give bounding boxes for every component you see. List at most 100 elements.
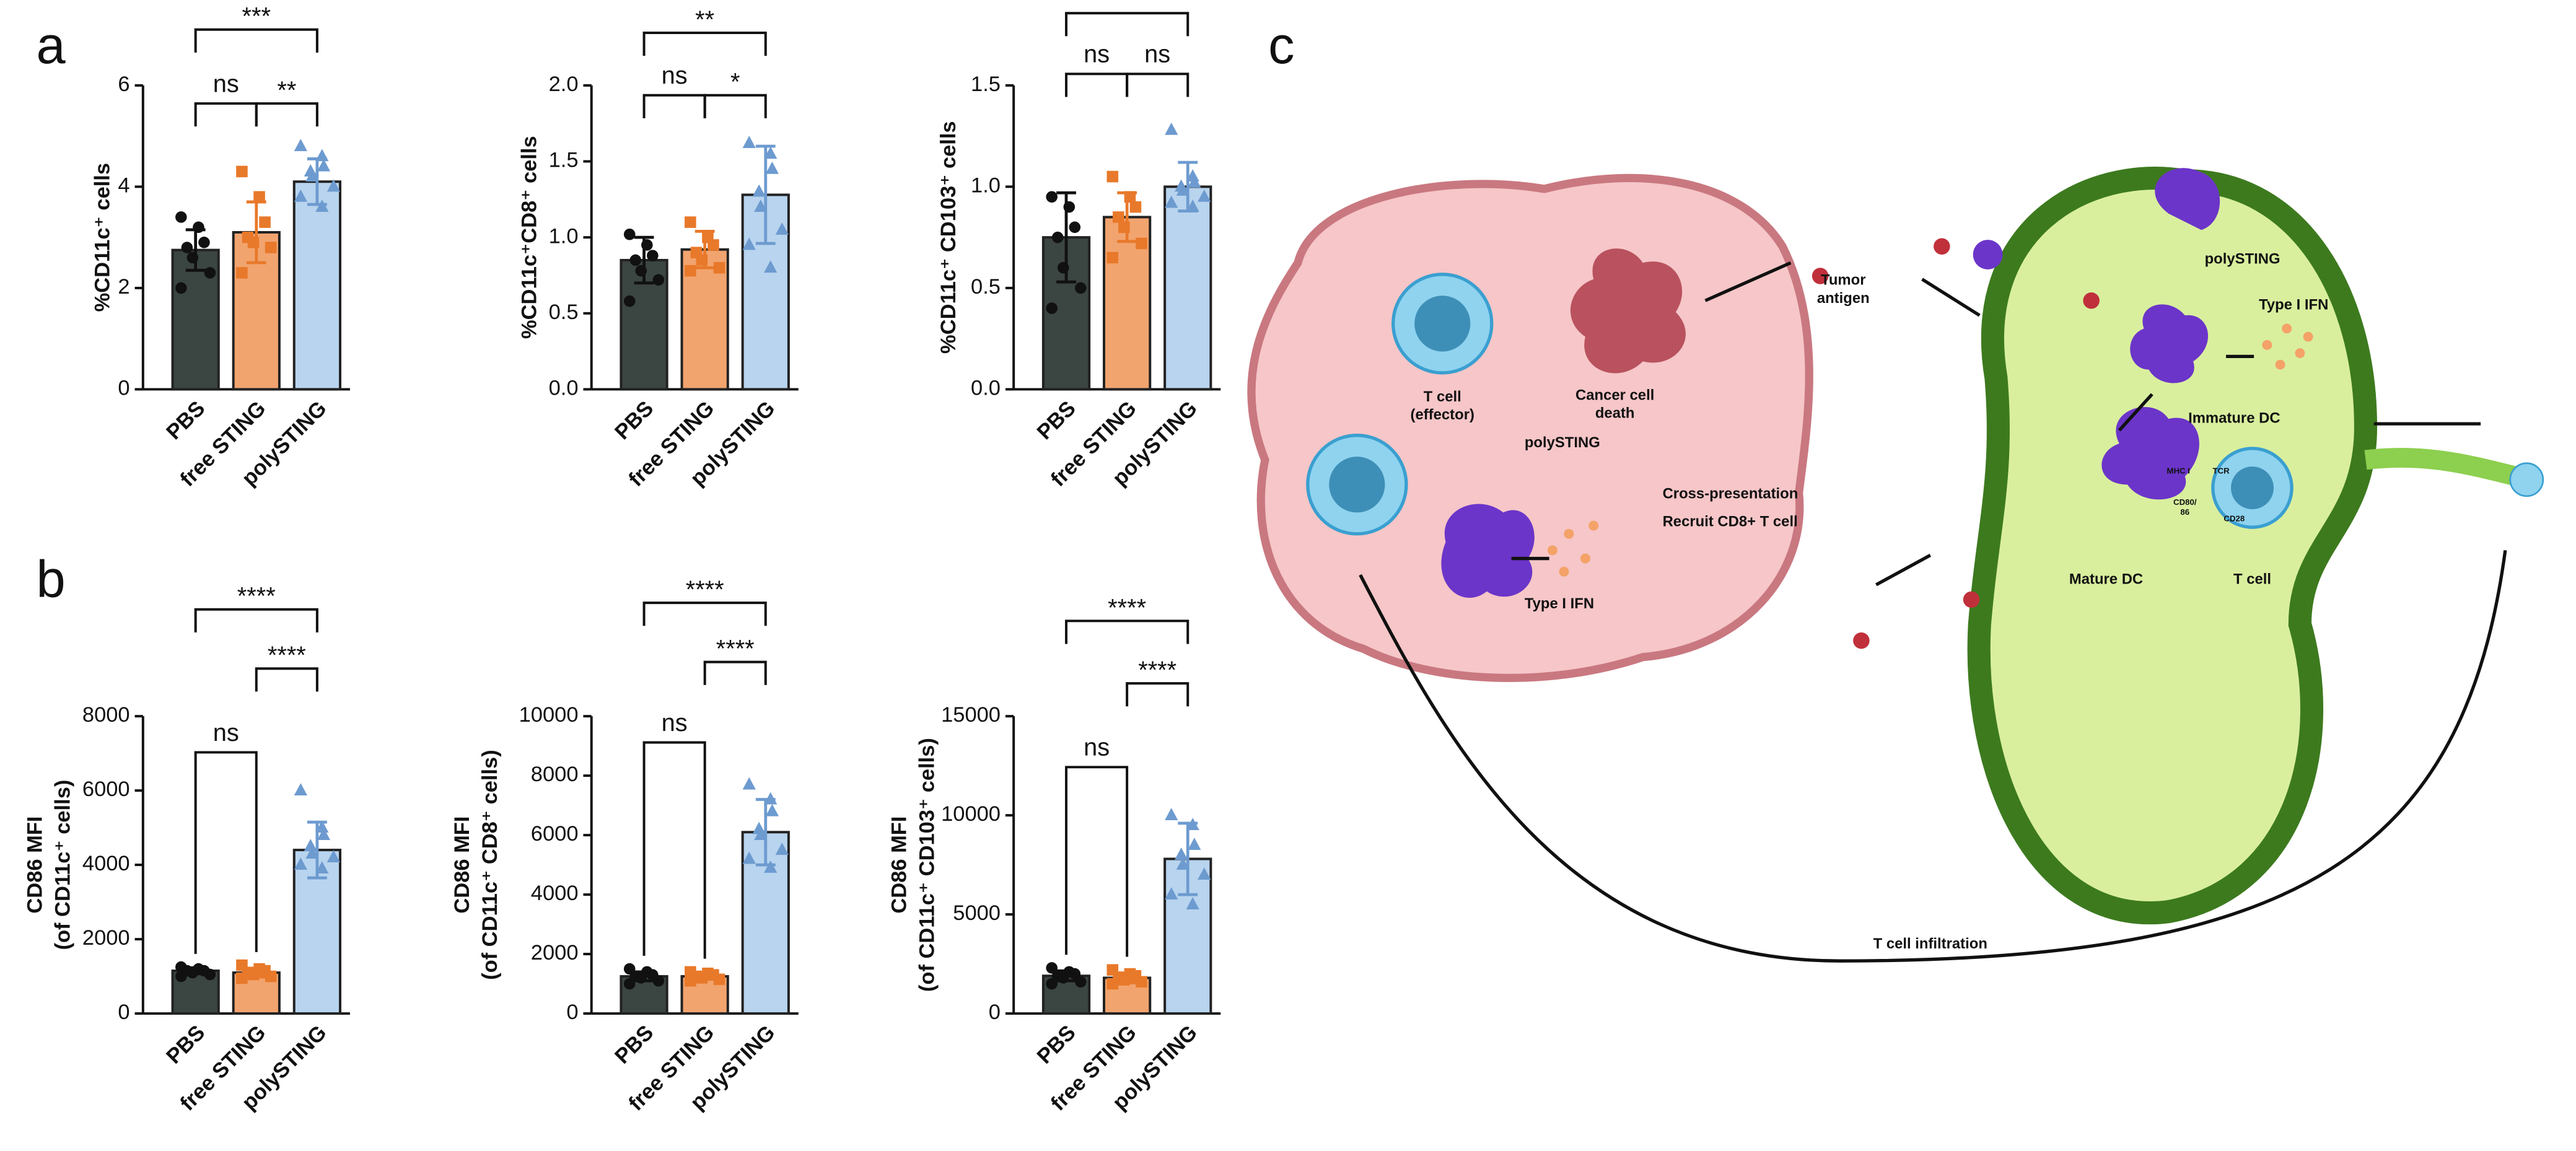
diagram-label: Mature DC xyxy=(2069,571,2143,587)
dc xyxy=(1441,504,1535,598)
significance-bracket xyxy=(1126,72,1189,97)
y-tick-label: 4000 xyxy=(82,852,130,875)
error-bar xyxy=(1056,969,1076,983)
data-point xyxy=(305,169,319,182)
significance-label: **** xyxy=(716,636,755,663)
data-point xyxy=(764,146,778,159)
data-point xyxy=(253,191,265,203)
y-tick-label: 2.0 xyxy=(549,72,579,96)
data-point xyxy=(647,250,659,261)
significance-bracket xyxy=(642,32,767,56)
y-tick-label: 0.0 xyxy=(549,377,579,400)
y-tick-label: 1.0 xyxy=(549,224,579,248)
panel-label: b xyxy=(36,549,65,608)
significance-bracket xyxy=(194,28,318,53)
y-tick-label: 2 xyxy=(118,275,129,299)
significance-label: ns xyxy=(1084,734,1110,761)
data-point xyxy=(623,295,636,307)
data-point xyxy=(315,861,329,874)
significance-bracket xyxy=(642,602,767,626)
diagram-label: polySTING xyxy=(1525,434,1600,451)
significance-bracket xyxy=(1065,619,1189,644)
diagram-label: Cross-presentation xyxy=(1663,485,1798,502)
diagram-label: Type I IFN xyxy=(1525,595,1594,612)
data-point xyxy=(1113,211,1124,223)
data-point xyxy=(198,237,210,248)
data-point xyxy=(765,803,779,816)
data-point xyxy=(315,820,329,833)
data-point xyxy=(752,184,766,197)
panel-label: a xyxy=(36,15,66,74)
y-tick-label: 6000 xyxy=(82,777,130,801)
data-point xyxy=(1188,838,1201,851)
diagram-label: Immature DC xyxy=(2188,409,2280,426)
y-tick-label: 0.5 xyxy=(971,275,1001,299)
y-tick-label: 0 xyxy=(118,377,129,400)
significance-bracket xyxy=(1065,766,1129,957)
x-tick-label: PBS xyxy=(162,1021,209,1069)
data-point xyxy=(1129,201,1142,213)
error-bar xyxy=(246,200,266,265)
data-point xyxy=(1186,199,1199,212)
data-point xyxy=(175,970,187,983)
data-point xyxy=(1176,857,1189,870)
y-axis-label: %CD11c⁺ CD103⁺ cells xyxy=(937,121,960,354)
significance-label: ns xyxy=(213,70,239,97)
y-tick-label: 2000 xyxy=(82,926,130,950)
y-axis-label: (of CD11c⁺ CD103⁺ cells) xyxy=(915,738,939,992)
t-cell-nucleus xyxy=(1329,457,1385,513)
significance-label: ** xyxy=(277,77,296,104)
y-axis-label: %CD11c⁺ cells xyxy=(90,163,114,312)
data-point xyxy=(265,242,277,253)
data-point xyxy=(181,242,193,253)
significance-label: ns xyxy=(213,719,239,746)
data-point xyxy=(294,189,307,202)
error-bar xyxy=(755,144,776,245)
diagram-label: Tumor xyxy=(1821,272,1865,289)
y-tick-label: 10000 xyxy=(941,802,1001,826)
data-point xyxy=(623,228,636,240)
data-point xyxy=(685,974,696,987)
significance-bracket xyxy=(194,608,318,632)
y-tick-label: 1.5 xyxy=(971,72,1001,96)
data-point xyxy=(259,216,271,228)
error-bar xyxy=(755,798,776,867)
data-point xyxy=(685,216,696,228)
data-point xyxy=(304,839,317,852)
y-axis-label: (of CD11c⁺ cells) xyxy=(51,780,75,950)
y-tick-label: 8000 xyxy=(82,703,130,727)
y-tick-label: 5000 xyxy=(953,901,1001,925)
diagram-label: Cancer cell xyxy=(1575,387,1654,403)
diagram-label: CD80/ xyxy=(2173,497,2197,507)
x-tick-label: PBS xyxy=(610,1021,658,1069)
data-point xyxy=(1136,976,1147,988)
x-tick-label: PBS xyxy=(1033,396,1080,444)
error-bar xyxy=(634,970,654,983)
data-point xyxy=(708,239,719,251)
data-point xyxy=(175,282,187,294)
diagram-label: CD28 xyxy=(2223,514,2245,523)
diagram-label: TCR xyxy=(2213,466,2230,476)
data-point xyxy=(175,211,187,223)
data-point xyxy=(1136,237,1147,250)
y-tick-label: 6 xyxy=(118,72,129,96)
panel-label: c xyxy=(1268,15,1294,74)
lymph-node xyxy=(1967,167,2378,925)
y-axis-label: CD86 MFI xyxy=(24,816,47,914)
diagram-label: (effector) xyxy=(1411,406,1474,423)
data-point xyxy=(1165,122,1178,135)
error-bar xyxy=(694,229,715,269)
x-tick-label: PBS xyxy=(162,396,209,444)
data-point xyxy=(1075,976,1087,988)
data-point xyxy=(1106,170,1119,183)
data-point xyxy=(685,265,696,277)
error-bar xyxy=(307,820,327,880)
data-point xyxy=(652,974,665,987)
y-tick-label: 15000 xyxy=(941,703,1001,727)
y-axis-label: %CD11c⁺CD8⁺ cells xyxy=(518,136,541,339)
diagram-shapes xyxy=(1247,167,2544,963)
data-point xyxy=(204,968,216,981)
data-point xyxy=(294,139,307,151)
data-point xyxy=(1106,978,1119,990)
dc xyxy=(2130,304,2209,383)
